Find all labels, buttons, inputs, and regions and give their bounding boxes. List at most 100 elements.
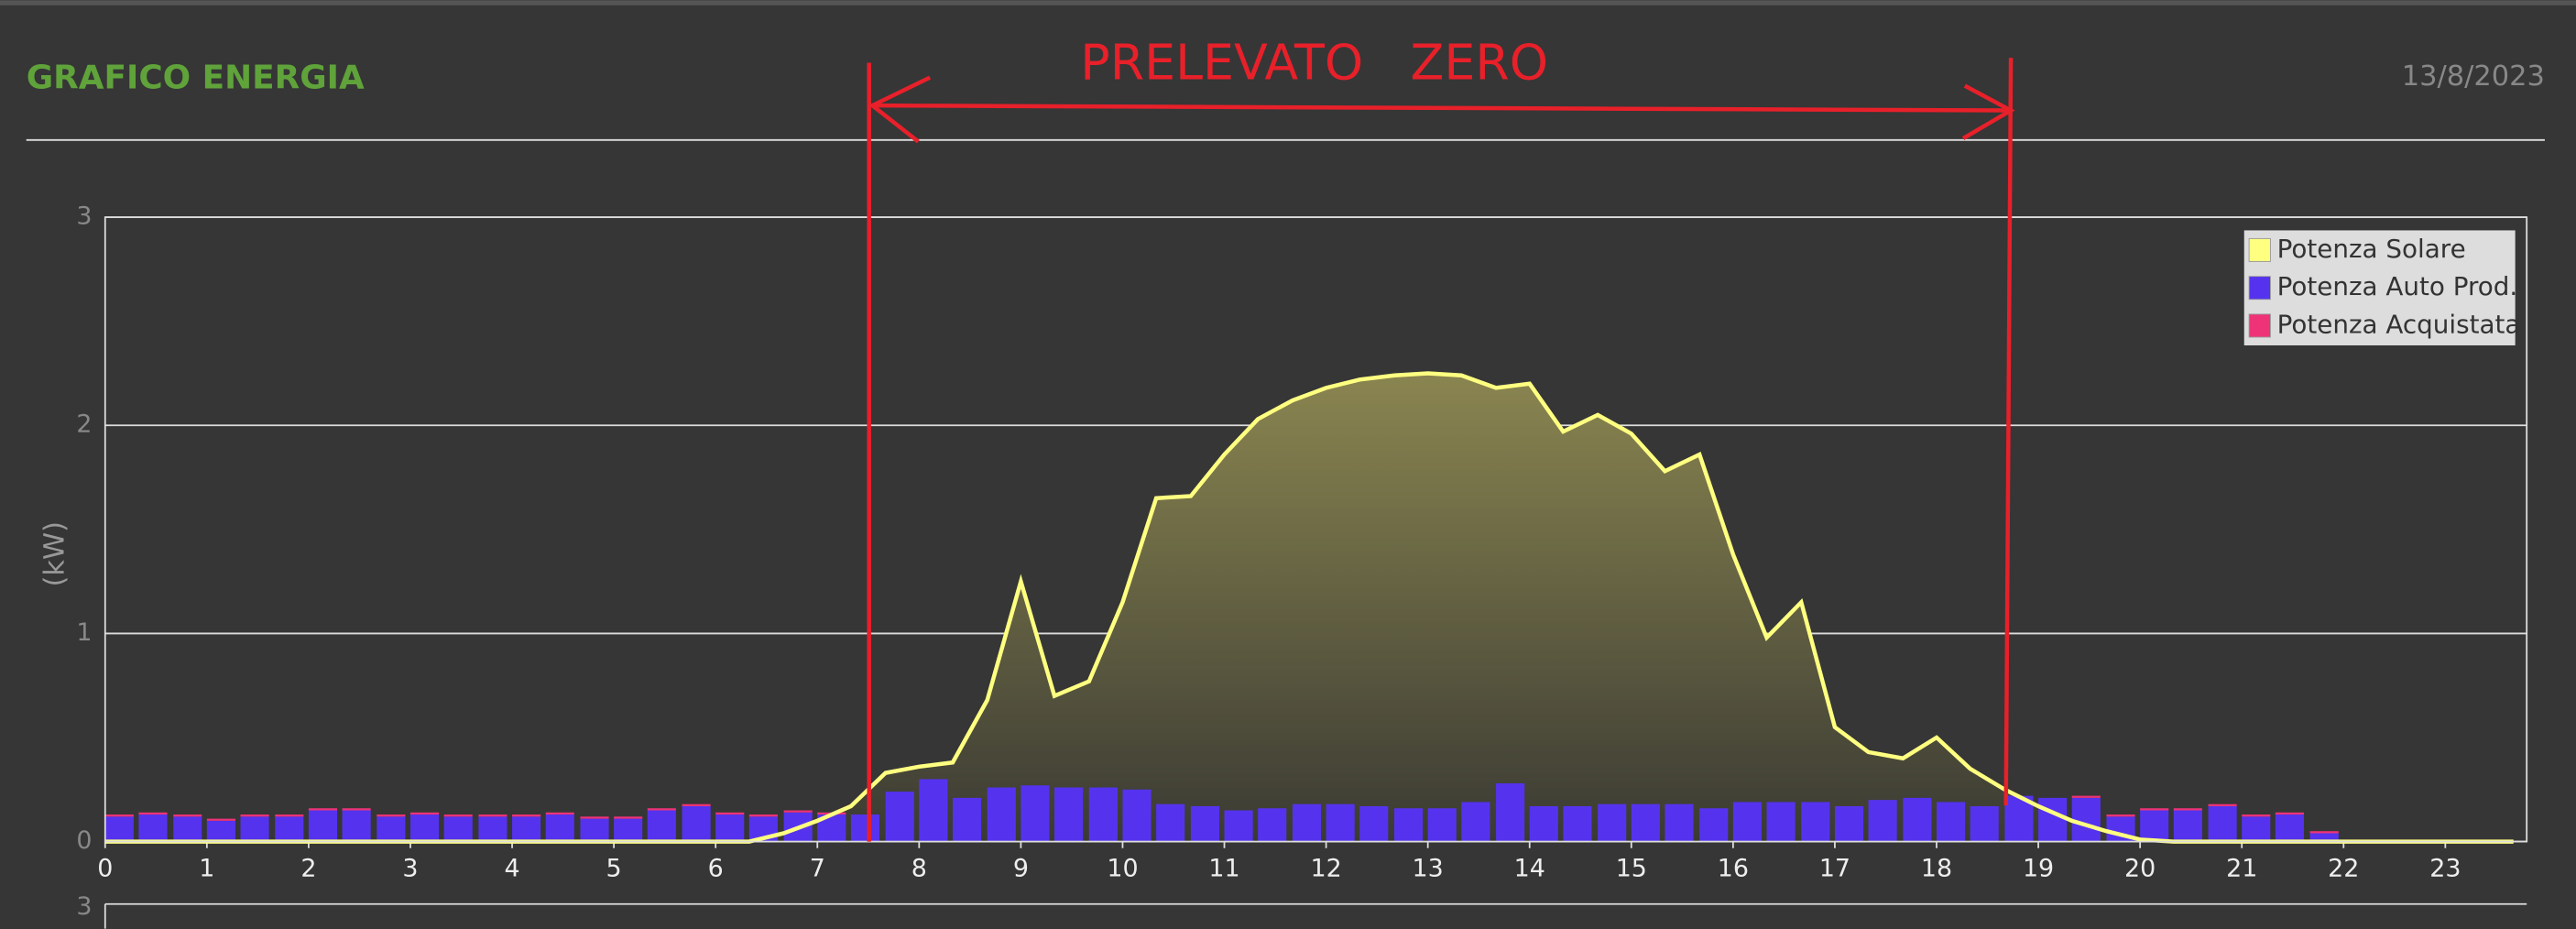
date: 13/8/2023 — [2402, 60, 2545, 93]
bar — [1529, 805, 1558, 842]
bar — [1156, 803, 1185, 842]
bar — [308, 810, 338, 842]
bar — [512, 814, 541, 817]
bar — [715, 814, 745, 842]
bar — [1190, 805, 1219, 842]
bar — [919, 779, 948, 842]
bar — [2106, 814, 2135, 817]
bar — [1021, 785, 1050, 842]
bar — [2242, 814, 2271, 817]
bar — [409, 814, 440, 842]
bar — [1427, 808, 1457, 842]
plot-frame — [104, 216, 2528, 843]
x-tick-label: 0 — [97, 855, 113, 883]
bar — [1834, 805, 1864, 842]
bar — [1359, 805, 1389, 842]
bar — [2275, 814, 2304, 842]
bar — [377, 816, 406, 842]
legend-swatch — [2248, 237, 2271, 262]
bar — [104, 814, 134, 817]
bar — [2140, 808, 2169, 811]
bar — [614, 816, 643, 819]
bar — [783, 810, 813, 813]
bar — [1258, 808, 1287, 842]
x-tick-label: 16 — [1718, 855, 1749, 883]
bar — [275, 816, 304, 842]
x-tick-label: 14 — [1514, 855, 1545, 883]
x-tick-label: 9 — [1013, 855, 1029, 883]
bar — [1631, 803, 1660, 842]
bar — [1563, 805, 1592, 842]
legend-box — [2243, 230, 2516, 345]
bar — [952, 797, 982, 842]
bar — [1224, 810, 1253, 842]
bar — [206, 820, 235, 842]
solar-area — [104, 373, 2514, 842]
bar — [2071, 795, 2101, 798]
y-tick-label: 3 — [76, 892, 92, 921]
bar — [614, 818, 643, 842]
bar — [545, 814, 574, 842]
legend-swatch — [2248, 313, 2271, 338]
bar — [206, 818, 235, 821]
bar — [2173, 810, 2202, 842]
bar — [2275, 812, 2304, 815]
bar — [2038, 797, 2068, 842]
legend-label: Potenza Acquistata — [2277, 309, 2521, 339]
x-tick-label: 6 — [708, 855, 724, 883]
y-tick-label: 0 — [76, 826, 92, 855]
x-tick-label: 19 — [2023, 855, 2054, 883]
bar — [580, 816, 609, 819]
x-tick-label: 13 — [1413, 855, 1444, 883]
y-axis-label: (kW) — [38, 521, 71, 587]
legend: Potenza Solare Potenza Auto Prod. Potenza … — [2243, 230, 2521, 345]
bar — [545, 812, 574, 815]
bar — [2173, 808, 2202, 811]
bar — [1970, 805, 1999, 842]
bar — [715, 812, 745, 815]
bar — [1801, 802, 1830, 842]
x-tick-label: 2 — [300, 855, 316, 883]
bar — [2208, 803, 2237, 806]
bar — [2309, 833, 2339, 842]
x-tick-label: 18 — [1921, 855, 1952, 883]
x-tick-label: 7 — [810, 855, 825, 883]
bar — [987, 787, 1016, 842]
bar — [1699, 808, 1729, 842]
bar — [342, 810, 371, 842]
annotation: PRELEVATO ZERO — [1080, 34, 1548, 92]
bar — [138, 814, 168, 842]
bar — [173, 814, 202, 817]
bar — [308, 808, 338, 811]
x-tick-label: 22 — [2328, 855, 2359, 883]
bar — [682, 803, 711, 806]
x-tick-label: 20 — [2124, 855, 2156, 883]
bar — [885, 792, 914, 842]
legend-swatch — [2248, 276, 2271, 301]
bar — [104, 816, 134, 842]
bar — [478, 816, 508, 842]
x-tick-label: 23 — [2429, 855, 2461, 883]
bar — [443, 814, 473, 817]
top-bar — [0, 0, 2576, 5]
bar — [1461, 802, 1490, 842]
x-tick-label: 11 — [1208, 855, 1239, 883]
bar — [443, 816, 473, 842]
bar — [275, 814, 304, 817]
bar — [1054, 787, 1084, 842]
bar — [1665, 803, 1694, 842]
bar — [850, 814, 880, 842]
bar — [1598, 803, 1627, 842]
bar — [1496, 782, 1525, 842]
bar — [240, 816, 269, 842]
bar — [2071, 797, 2101, 842]
x-tick-label: 10 — [1107, 855, 1138, 883]
bar — [1326, 803, 1355, 842]
title: GRAFICO ENERGIA — [27, 59, 365, 96]
x-tick-label: 1 — [199, 855, 214, 883]
bar — [409, 812, 440, 815]
legend-label: Potenza Solare — [2277, 234, 2466, 264]
